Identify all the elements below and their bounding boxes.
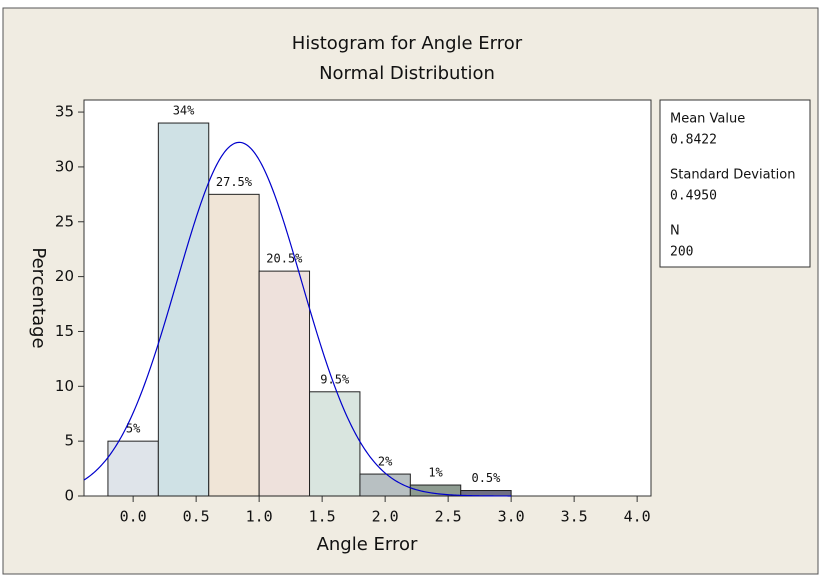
x-tick-label: 4.0 xyxy=(624,508,651,526)
x-axis-label: Angle Error xyxy=(317,534,418,555)
y-tick-label: 0 xyxy=(64,487,74,505)
bar xyxy=(258,270,311,497)
x-tick-label: 2.5 xyxy=(435,508,462,526)
y-tick-label: 35 xyxy=(55,103,74,121)
y-tick-label: 25 xyxy=(55,212,74,230)
bar xyxy=(309,391,361,497)
value-label: 2% xyxy=(378,455,393,469)
value-label: 20.5% xyxy=(266,252,303,266)
value-label: 0.5% xyxy=(471,471,501,485)
y-tick-label: 30 xyxy=(55,157,74,175)
value-label: 1% xyxy=(428,466,443,480)
stat-value: 200 xyxy=(670,245,693,260)
value-label: 27.5% xyxy=(216,175,253,189)
stat-name: N xyxy=(670,224,680,239)
bar xyxy=(157,122,210,497)
value-label: 5% xyxy=(126,422,141,436)
x-tick-label: 1.5 xyxy=(309,508,336,526)
stat-value: 0.8422 xyxy=(670,133,717,148)
y-tick-label: 5 xyxy=(64,432,74,450)
x-tick-label: 1.0 xyxy=(246,508,273,526)
x-tick-label: 3.0 xyxy=(498,508,525,526)
y-tick-label: 20 xyxy=(55,267,74,285)
value-label: 9.5% xyxy=(320,372,350,386)
y-tick-label: 15 xyxy=(55,322,74,340)
stat-name: Mean Value xyxy=(670,112,745,127)
x-tick-label: 0.5 xyxy=(183,508,210,526)
stat-value: 0.4950 xyxy=(670,189,717,204)
x-tick-label: 0.0 xyxy=(120,508,147,526)
x-tick-label: 2.0 xyxy=(372,508,399,526)
chart-title: Histogram for Angle Error xyxy=(292,33,523,54)
stats-box xyxy=(659,99,811,268)
bar xyxy=(107,440,159,497)
y-axis-label: Percentage xyxy=(28,247,49,348)
chart-subtitle: Normal Distribution xyxy=(319,63,495,84)
x-tick-label: 3.5 xyxy=(561,508,588,526)
y-tick-label: 10 xyxy=(55,377,74,395)
value-label: 34% xyxy=(173,104,195,118)
stat-name: Standard Deviation xyxy=(670,168,795,183)
bar xyxy=(208,193,260,497)
normal-curve xyxy=(83,141,512,497)
